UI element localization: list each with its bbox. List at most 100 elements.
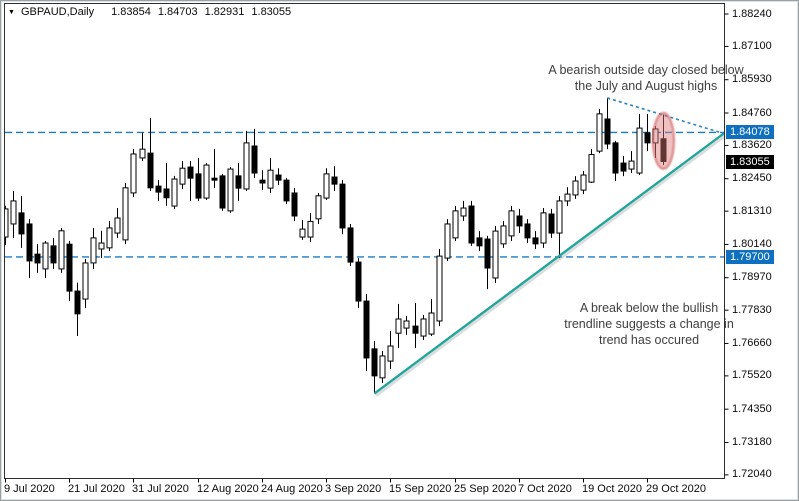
candlestick — [395, 303, 402, 348]
candlestick — [227, 167, 234, 213]
candlestick — [130, 149, 137, 197]
candlestick — [596, 109, 603, 154]
candlestick — [604, 97, 611, 150]
annotation-bearish-outside-day: A bearish outside day closed below the J… — [529, 62, 763, 94]
candlestick — [291, 188, 298, 222]
candlestick — [363, 293, 370, 372]
candlestick — [524, 219, 531, 244]
candlestick — [412, 303, 419, 348]
annotation-line: A bearish outside day closed below — [548, 63, 744, 77]
symbol-title: GBPAUD,Daily — [20, 6, 95, 18]
candlestick — [620, 155, 627, 177]
candlestick — [147, 118, 154, 191]
candlestick — [628, 151, 635, 174]
candlestick — [612, 140, 619, 181]
candlestick — [50, 237, 57, 269]
candlestick — [4, 205, 9, 246]
ascending-trendline-shadow — [374, 134, 727, 397]
candlestick — [580, 171, 587, 195]
candlestick — [371, 340, 378, 394]
candlestick — [532, 231, 539, 249]
candlestick — [452, 206, 459, 242]
candlestick — [26, 219, 33, 279]
candlestick — [403, 316, 410, 335]
candlestick — [379, 350, 386, 383]
candlestick — [106, 220, 113, 251]
candlestick — [588, 149, 595, 183]
candlestick — [74, 282, 81, 337]
bearish-outside-day-highlight[interactable] — [651, 111, 676, 171]
candlestick — [315, 192, 322, 224]
candlestick — [163, 163, 170, 206]
candlestick — [139, 132, 146, 162]
candlestick — [420, 314, 427, 341]
candlestick — [219, 173, 226, 211]
candlestick — [243, 130, 250, 191]
candlestick — [211, 149, 218, 189]
candlestick — [436, 248, 443, 327]
candlestick — [203, 163, 210, 201]
plot-frame — [4, 3, 725, 479]
candlestick — [492, 225, 499, 284]
candlestick — [307, 212, 314, 242]
candlestick — [508, 206, 515, 242]
symbol-dropdown-icon[interactable]: ▼ — [8, 9, 15, 16]
candlestick — [171, 175, 178, 209]
candlestick — [572, 176, 579, 199]
quote-low: 1.82931 — [204, 6, 245, 18]
candlestick — [323, 168, 330, 201]
candlestick — [18, 196, 25, 248]
candles-layer — [4, 97, 667, 394]
annotation-line: trend has occured — [598, 333, 700, 347]
candlestick — [387, 330, 394, 370]
quote-open: 1.83854 — [111, 6, 151, 18]
candlestick — [644, 113, 651, 152]
candlestick — [283, 178, 290, 205]
ascending-trendline[interactable] — [373, 132, 725, 395]
candlestick — [10, 190, 17, 238]
candlestick — [339, 180, 346, 235]
annotation-line: trendline suggests a change in — [564, 317, 734, 331]
candlestick — [564, 187, 571, 207]
candlestick — [516, 208, 523, 234]
annotation-trendline-break: A break below the bullish trendline sugg… — [541, 300, 757, 348]
candlestick — [195, 157, 202, 201]
candlestick — [444, 219, 451, 261]
candlestick — [155, 179, 162, 201]
candlestick — [90, 227, 97, 269]
candlestick — [331, 166, 338, 191]
candlestick — [355, 258, 362, 309]
candlestick — [299, 219, 306, 240]
candlestick — [500, 220, 507, 248]
candlestick — [187, 161, 194, 201]
candlestick — [468, 200, 475, 246]
candlestick — [484, 235, 491, 290]
candlestick — [66, 241, 73, 302]
candlestick — [42, 241, 49, 279]
candlestick — [347, 223, 354, 267]
candlestick — [114, 208, 121, 238]
candlestick — [34, 244, 41, 273]
quote-high: 1.84703 — [157, 6, 198, 18]
candlestick — [58, 227, 65, 273]
candlestick — [98, 230, 105, 259]
candlestick — [122, 182, 129, 245]
annotation-line: the July and August highs — [574, 79, 718, 93]
annotation-line: A break below the bullish — [579, 301, 719, 315]
quote-close: 1.83055 — [251, 6, 292, 18]
symbol-header: ▼ GBPAUD,Daily 1.83854 1.84703 1.82931 1.8305… — [8, 6, 291, 18]
candlestick — [636, 113, 643, 176]
candlestick — [235, 163, 242, 201]
candlestick — [275, 168, 282, 185]
candlestick — [548, 208, 555, 238]
candlestick — [179, 161, 186, 189]
candlestick — [82, 258, 89, 309]
candlestick — [251, 128, 258, 179]
candlestick — [540, 208, 547, 248]
candlestick — [259, 170, 266, 191]
candlestick — [267, 157, 274, 193]
candlestick — [460, 200, 467, 221]
candlestick — [476, 231, 483, 251]
